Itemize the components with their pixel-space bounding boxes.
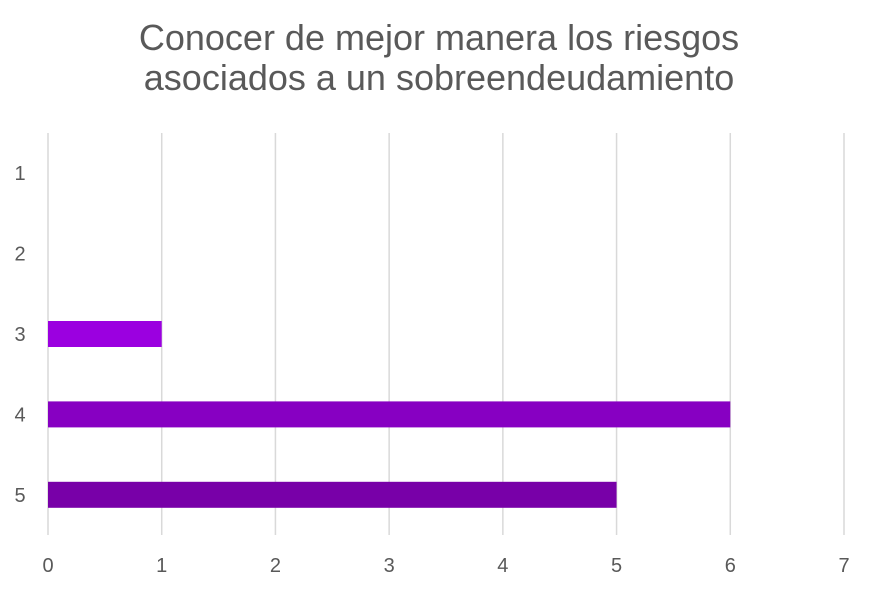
x-axis-labels: 0 1 2 3 4 5 6 7	[42, 555, 849, 577]
x-tick-label: 6	[725, 555, 736, 577]
y-category-label: 5	[14, 485, 25, 507]
x-tick-label: 3	[384, 555, 395, 577]
x-tick-label: 4	[497, 555, 508, 577]
y-category-label: 3	[14, 324, 25, 346]
x-tick-label: 2	[270, 555, 281, 577]
chart-title-line-2: asociados a un sobreendeudamiento	[143, 57, 735, 98]
chart-title-line-1: Conocer de mejor manera los riesgos	[138, 17, 740, 58]
gridlines	[47, 133, 845, 535]
bar-3	[48, 321, 162, 347]
chart-title: Conocer de mejor manera los riesgos asoc…	[0, 18, 878, 98]
y-axis-labels: 1 2 3 4 5	[14, 163, 25, 507]
x-tick-label: 5	[611, 555, 622, 577]
bar-5	[48, 481, 617, 508]
y-category-label: 4	[14, 404, 25, 426]
x-tick-label: 7	[838, 555, 849, 577]
x-tick-label: 1	[156, 555, 167, 577]
bar-4	[48, 401, 731, 428]
x-tick-label: 0	[42, 555, 53, 577]
bars	[48, 321, 731, 508]
y-category-label: 1	[14, 163, 25, 185]
y-category-label: 2	[14, 244, 25, 266]
